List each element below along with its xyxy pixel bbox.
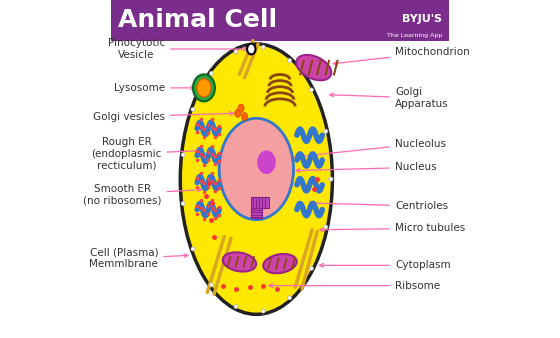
Ellipse shape [180, 44, 333, 314]
Ellipse shape [329, 177, 333, 181]
FancyBboxPatch shape [251, 197, 268, 208]
Ellipse shape [181, 153, 185, 157]
Text: Mitochondrion: Mitochondrion [333, 47, 470, 65]
Ellipse shape [223, 252, 256, 271]
Ellipse shape [209, 71, 213, 75]
Ellipse shape [238, 104, 244, 112]
Ellipse shape [234, 50, 238, 54]
Ellipse shape [309, 88, 314, 92]
Text: BYJU'S: BYJU'S [402, 14, 442, 24]
Text: Rough ER
(endoplasmic
recticulum): Rough ER (endoplasmic recticulum) [91, 137, 203, 170]
Ellipse shape [324, 225, 328, 229]
Ellipse shape [261, 309, 265, 313]
Ellipse shape [181, 201, 185, 206]
Ellipse shape [296, 55, 332, 80]
Text: Centrioles: Centrioles [310, 201, 448, 211]
Text: Micro tubules: Micro tubules [320, 223, 465, 233]
Text: The Learning App: The Learning App [387, 33, 442, 38]
Text: Animal Cell: Animal Cell [118, 8, 277, 32]
Ellipse shape [209, 283, 213, 287]
Text: Golgi
Apparatus: Golgi Apparatus [330, 87, 449, 109]
Ellipse shape [287, 296, 292, 300]
Text: Nucleus: Nucleus [296, 162, 437, 172]
Ellipse shape [191, 247, 195, 251]
Ellipse shape [309, 266, 314, 270]
Ellipse shape [235, 109, 241, 117]
Ellipse shape [247, 44, 255, 54]
Ellipse shape [191, 107, 195, 112]
Ellipse shape [287, 58, 292, 63]
Ellipse shape [197, 78, 211, 97]
Ellipse shape [324, 129, 328, 133]
Text: Cytoplasm: Cytoplasm [320, 260, 451, 270]
Text: Smooth ER
(no ribosomes): Smooth ER (no ribosomes) [83, 184, 202, 205]
Text: Ribsome: Ribsome [269, 281, 440, 291]
Text: Cell (Plasma)
Memmlbrane: Cell (Plasma) Memmlbrane [90, 248, 188, 269]
Ellipse shape [261, 45, 265, 49]
Ellipse shape [263, 254, 297, 273]
Ellipse shape [241, 113, 248, 121]
Text: Nucleolus: Nucleolus [281, 139, 446, 160]
Ellipse shape [329, 177, 333, 181]
Ellipse shape [257, 150, 276, 174]
Ellipse shape [219, 118, 293, 220]
Ellipse shape [234, 305, 238, 309]
FancyBboxPatch shape [111, 0, 449, 41]
Text: Lysosome: Lysosome [114, 83, 195, 93]
Text: Pinocytotic
Vesicle: Pinocytotic Vesicle [108, 38, 247, 60]
Ellipse shape [193, 74, 215, 101]
Text: Golgi vesicles: Golgi vesicles [93, 112, 234, 122]
FancyBboxPatch shape [251, 208, 263, 218]
